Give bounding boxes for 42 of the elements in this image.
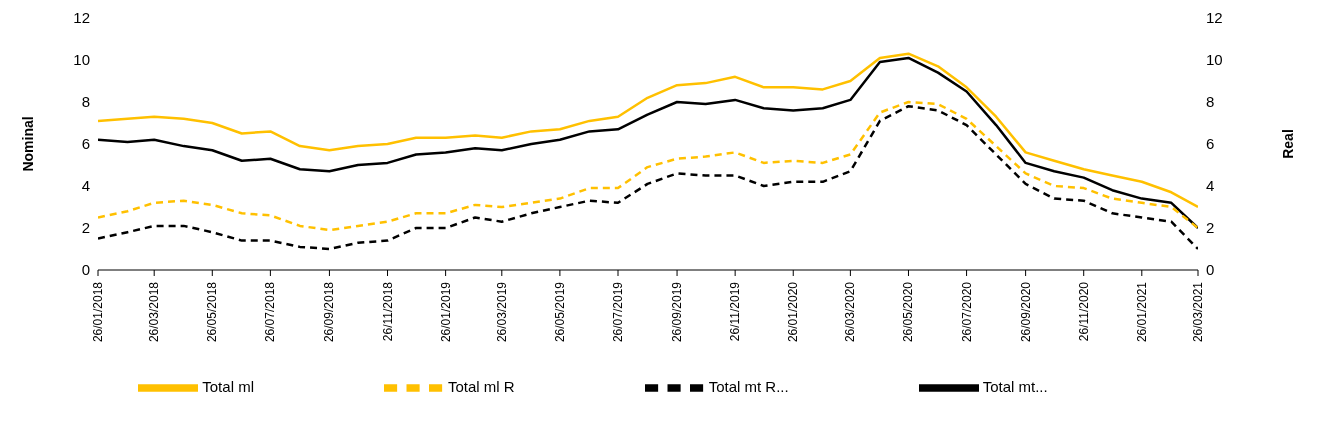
x-tick-label: 26/05/2018 [205,281,220,343]
x-tick-label: 26/11/2019 [728,281,743,342]
y2-tick-label: 10 [1206,51,1223,69]
x-tick-label: 26/11/2020 [1076,281,1091,342]
x-tick-label: 26/03/2020 [843,281,858,343]
y2-tick-label: 4 [1206,177,1215,195]
legend-label: Total mt R... [708,377,789,395]
x-tick-label: 26/03/2019 [494,281,509,343]
line-series [98,100,1198,232]
x-tick-label: 26/01/2019 [438,281,453,343]
x-tick-label: 26/07/2020 [959,281,974,343]
x-tick-label: 26/03/2018 [147,281,162,343]
y2-tick-label: 6 [1206,135,1215,153]
y-tick-label: 4 [81,177,90,195]
y-axis-title: Nominal [19,116,36,172]
x-tick-label: 26/07/2019 [611,281,625,343]
x-tick-label: 26/05/2020 [901,281,916,343]
x-tick-label: 26/05/2019 [552,281,567,343]
y2-axis-title: Real [1279,129,1296,159]
x-tick-label: 26/01/2018 [91,281,105,343]
y2-tick-label: 12 [1206,9,1223,27]
y-tick-label: 12 [73,9,90,27]
y-tick-label: 2 [81,219,90,237]
x-tick-label: 26/01/2021 [1134,281,1149,343]
x-tick-label: 26/01/2020 [786,281,801,343]
x-tick-label: 26/07/2018 [263,281,278,343]
x-tick-label: 26/09/2020 [1018,281,1033,343]
y2-tick-label: 8 [1206,93,1215,111]
line-series [98,104,1198,251]
y-tick-label: 0 [81,261,90,279]
x-tick-label: 26/09/2019 [670,281,685,343]
legend-label: Total ml R [447,377,515,395]
x-tick-label: 26/03/2021 [1191,281,1205,343]
legend-label: Total ml [202,377,254,395]
y-tick-label: 8 [81,93,90,111]
x-tick-label: 26/09/2018 [322,281,337,343]
y2-tick-label: 2 [1206,219,1215,237]
legend-label: Total mt... [982,377,1048,395]
x-tick-label: 26/11/2018 [380,281,395,342]
y-tick-label: 6 [81,135,90,153]
y-tick-label: 10 [73,51,90,69]
y2-tick-label: 0 [1206,261,1215,279]
